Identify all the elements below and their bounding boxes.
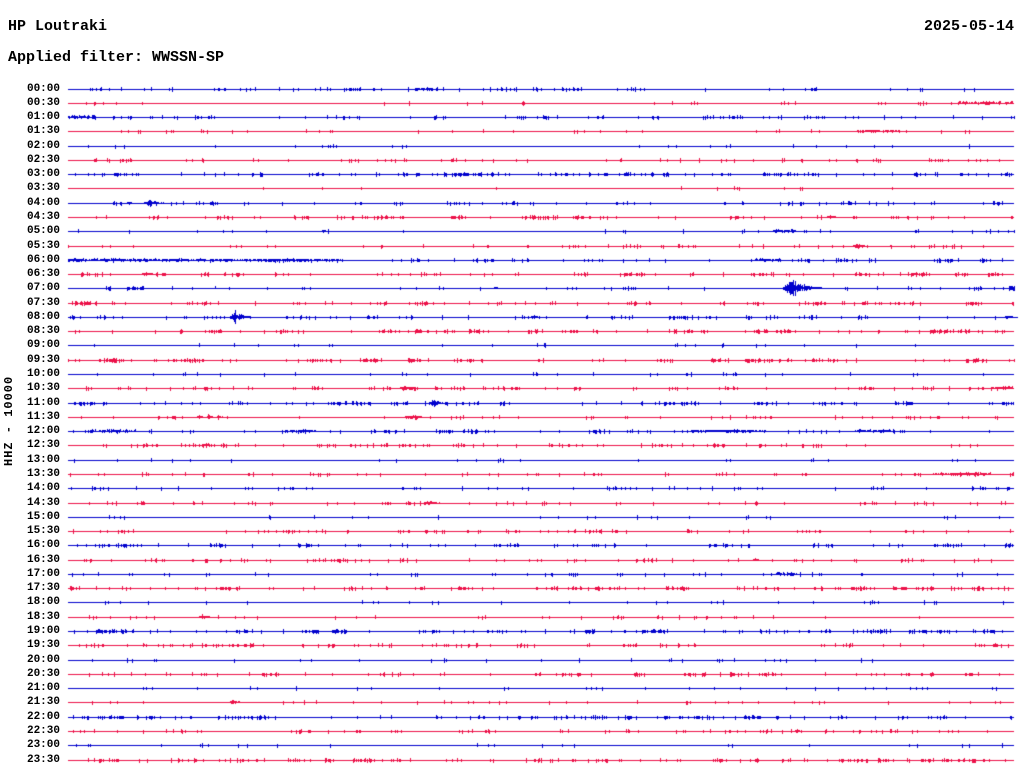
row-time-label: 11:30 (26, 411, 60, 423)
row-time-label: 01:00 (26, 111, 60, 123)
row-time-label: 18:30 (26, 611, 60, 623)
row-time-label: 06:30 (26, 268, 60, 280)
row-time-label: 23:00 (26, 739, 60, 751)
row-time-label: 17:00 (26, 568, 60, 580)
row-time-label: 01:30 (26, 125, 60, 137)
row-time-label: 07:00 (26, 282, 60, 294)
station-title: HP Loutraki (8, 18, 108, 35)
row-time-label: 10:00 (26, 368, 60, 380)
row-time-label: 09:00 (26, 339, 60, 351)
row-time-label: 12:30 (26, 439, 60, 451)
row-time-label: 04:00 (26, 197, 60, 209)
row-time-label: 16:00 (26, 539, 60, 551)
row-time-label: 03:30 (26, 182, 60, 194)
row-time-label: 13:30 (26, 468, 60, 480)
row-time-label: 02:00 (26, 140, 60, 152)
row-time-label: 19:30 (26, 639, 60, 651)
row-time-label: 19:00 (26, 625, 60, 637)
row-time-label: 18:00 (26, 596, 60, 608)
row-time-label: 08:30 (26, 325, 60, 337)
row-time-label: 06:00 (26, 254, 60, 266)
row-time-label: 00:00 (26, 83, 60, 95)
row-time-label: 22:00 (26, 711, 60, 723)
row-time-label: 00:30 (26, 97, 60, 109)
row-time-label: 14:30 (26, 497, 60, 509)
row-time-label: 07:30 (26, 297, 60, 309)
row-time-label: 12:00 (26, 425, 60, 437)
row-time-label: 21:00 (26, 682, 60, 694)
row-time-label: 15:30 (26, 525, 60, 537)
row-time-label: 04:30 (26, 211, 60, 223)
row-time-label: 02:30 (26, 154, 60, 166)
row-time-label: 14:00 (26, 482, 60, 494)
row-time-label: 23:30 (26, 754, 60, 766)
row-time-label: 09:30 (26, 354, 60, 366)
date-label: 2025-05-14 (923, 18, 1014, 35)
row-time-label: 05:30 (26, 240, 60, 252)
row-time-label: 22:30 (26, 725, 60, 737)
row-time-label: 13:00 (26, 454, 60, 466)
row-time-label: 15:00 (26, 511, 60, 523)
row-time-label: 20:30 (26, 668, 60, 680)
row-time-label: 21:30 (26, 696, 60, 708)
row-time-label: 08:00 (26, 311, 60, 323)
filter-label: Applied filter: WWSSN-SP (8, 49, 225, 66)
row-time-label: 03:00 (26, 168, 60, 180)
row-time-label: 05:00 (26, 225, 60, 237)
row-time-label: 10:30 (26, 382, 60, 394)
row-time-label: 16:30 (26, 554, 60, 566)
row-time-label: 20:00 (26, 654, 60, 666)
row-time-label: 17:30 (26, 582, 60, 594)
row-time-label: 11:00 (26, 397, 60, 409)
